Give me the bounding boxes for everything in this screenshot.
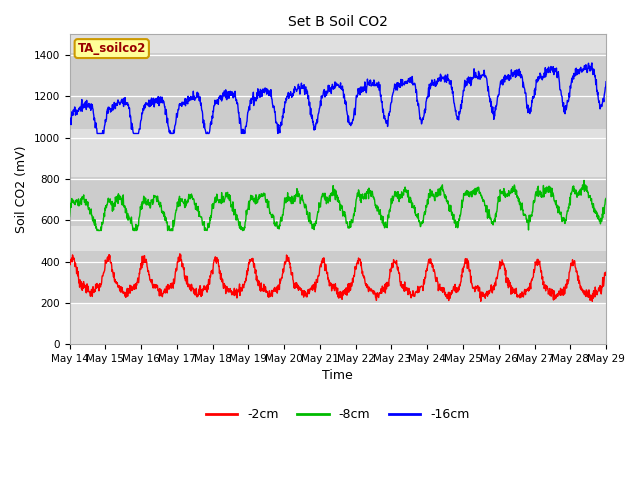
Text: TA_soilco2: TA_soilco2 xyxy=(77,42,146,55)
Title: Set B Soil CO2: Set B Soil CO2 xyxy=(288,15,388,29)
Bar xyxy=(70,251,606,303)
Y-axis label: Soil CO2 (mV): Soil CO2 (mV) xyxy=(15,145,28,233)
X-axis label: Time: Time xyxy=(323,370,353,383)
Legend: -2cm, -8cm, -16cm: -2cm, -8cm, -16cm xyxy=(201,403,475,426)
Bar xyxy=(70,177,606,227)
Bar xyxy=(70,53,606,129)
